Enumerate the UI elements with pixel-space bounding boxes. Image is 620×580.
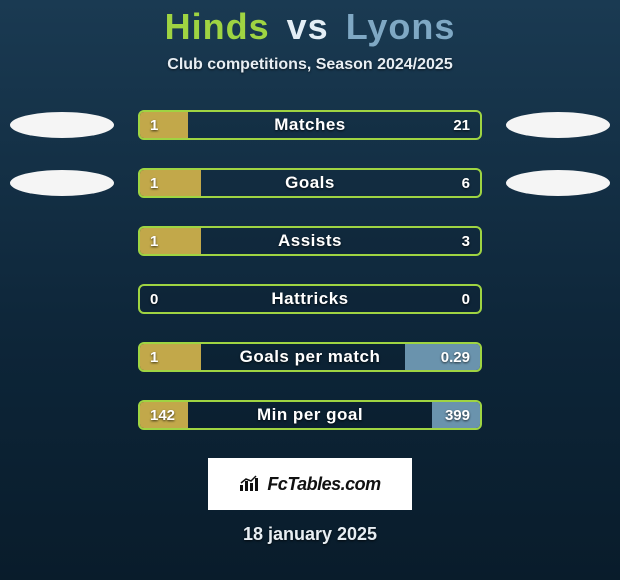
stat-row: Hattricks0 0 [0, 284, 620, 314]
comparison-title: Hinds vs Lyons [0, 6, 620, 48]
stat-value-left: 1 [140, 344, 168, 370]
date-text: 18 january 2025 [0, 524, 620, 545]
player2-avatar [506, 112, 610, 138]
stat-value-left: 142 [140, 402, 185, 428]
stat-bar: Assists1 3 [138, 226, 482, 256]
stat-label: Hattricks [140, 286, 480, 312]
stat-row: Goals per match1 0.29 [0, 342, 620, 372]
stat-value-right: 0.29 [431, 344, 480, 370]
stat-value-right: 21 [443, 112, 480, 138]
player1-avatar [10, 112, 114, 138]
stat-value-left: 0 [140, 286, 168, 312]
stat-value-right: 399 [435, 402, 480, 428]
player1-name: Hinds [165, 6, 270, 47]
player2-avatar [506, 170, 610, 196]
stat-label: Goals [140, 170, 480, 196]
stat-value-right: 3 [452, 228, 480, 254]
stat-bar: Matches1 21 [138, 110, 482, 140]
stat-bar: Min per goal142 399 [138, 400, 482, 430]
brand-text: FcTables.com [267, 474, 380, 495]
stat-value-left: 1 [140, 170, 168, 196]
stat-bar: Goals1 6 [138, 168, 482, 198]
stat-row: Goals1 6 [0, 168, 620, 198]
stat-bar: Goals per match1 0.29 [138, 342, 482, 372]
subtitle: Club competitions, Season 2024/2025 [0, 56, 620, 74]
stat-label: Matches [140, 112, 480, 138]
brand-badge: FcTables.com [208, 458, 412, 510]
stat-row: Min per goal142 399 [0, 400, 620, 430]
stat-bar: Hattricks0 0 [138, 284, 482, 314]
stat-value-left: 1 [140, 228, 168, 254]
stat-value-right: 0 [452, 286, 480, 312]
stat-label: Goals per match [140, 344, 480, 370]
stat-row: Matches1 21 [0, 110, 620, 140]
stat-label: Min per goal [140, 402, 480, 428]
player2-name: Lyons [346, 6, 456, 47]
vs-text: vs [287, 6, 329, 47]
player1-avatar [10, 170, 114, 196]
chart-icon [239, 474, 261, 495]
stat-value-right: 6 [452, 170, 480, 196]
stat-label: Assists [140, 228, 480, 254]
stat-rows: Matches121Goals16Assists13Hattricks00Goa… [0, 110, 620, 430]
stat-value-left: 1 [140, 112, 168, 138]
stat-row: Assists1 3 [0, 226, 620, 256]
infographic: Hinds vs Lyons Club competitions, Season… [0, 0, 620, 545]
